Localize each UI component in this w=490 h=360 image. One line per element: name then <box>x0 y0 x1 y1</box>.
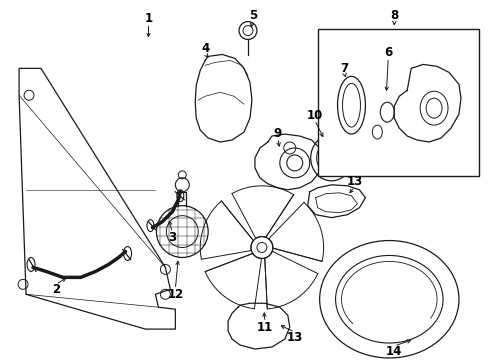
Text: 9: 9 <box>274 127 282 140</box>
Text: 13: 13 <box>287 330 303 343</box>
Text: 12: 12 <box>167 288 183 301</box>
Text: 14: 14 <box>386 345 402 357</box>
Text: 6: 6 <box>384 46 392 59</box>
Text: 5: 5 <box>249 9 257 22</box>
Bar <box>318 28 479 176</box>
Text: 4: 4 <box>201 42 209 55</box>
Text: 2: 2 <box>52 283 60 296</box>
Text: 7: 7 <box>341 62 348 75</box>
Text: 13: 13 <box>346 175 363 188</box>
Text: 8: 8 <box>390 9 398 22</box>
Text: 1: 1 <box>145 12 152 25</box>
Text: 10: 10 <box>307 109 323 122</box>
Text: 3: 3 <box>168 231 176 244</box>
Text: 11: 11 <box>257 321 273 334</box>
